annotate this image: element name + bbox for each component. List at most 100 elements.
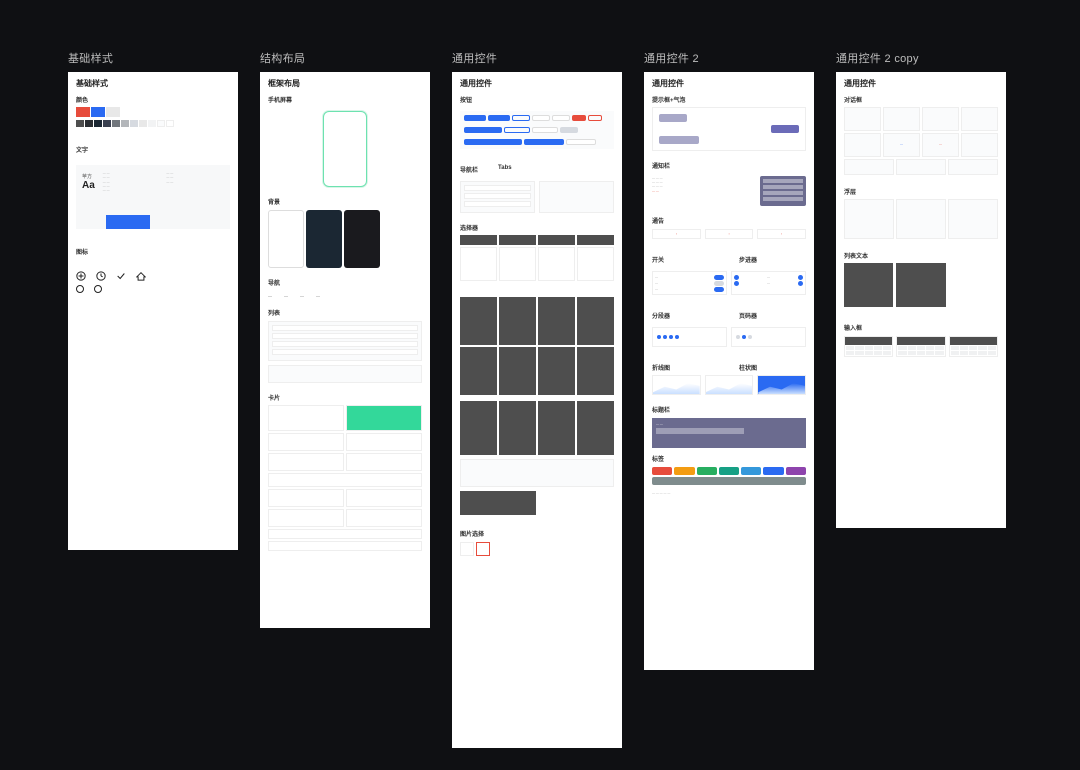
- bg-variant-light[interactable]: [268, 210, 304, 268]
- device-frame[interactable]: [323, 111, 367, 187]
- button-primary-outline[interactable]: [512, 115, 530, 121]
- chip[interactable]: [763, 467, 783, 475]
- nav-item[interactable]: —: [268, 293, 272, 298]
- picker-dark[interactable]: [577, 401, 614, 455]
- bg-variant-navy[interactable]: [306, 210, 342, 268]
- toggle-row[interactable]: —: [655, 286, 724, 292]
- dialog-card[interactable]: [961, 133, 998, 157]
- swatch[interactable]: [121, 120, 129, 127]
- key[interactable]: [898, 351, 906, 355]
- keyboard-panel[interactable]: [844, 336, 893, 357]
- key[interactable]: [917, 346, 925, 350]
- swatch[interactable]: [85, 120, 93, 127]
- key[interactable]: [951, 346, 959, 350]
- swatch[interactable]: [157, 120, 165, 127]
- float-card[interactable]: [896, 199, 946, 239]
- bg-variant-dark[interactable]: [344, 210, 380, 268]
- key[interactable]: [917, 351, 925, 355]
- dialog-card-sm[interactable]: [896, 159, 946, 175]
- key[interactable]: [926, 351, 934, 355]
- dialog-card[interactable]: [844, 107, 881, 131]
- button-danger-outline[interactable]: [588, 115, 602, 121]
- picker-dark[interactable]: [538, 347, 575, 395]
- button-default[interactable]: [566, 139, 596, 145]
- artboard-label[interactable]: 基础样式: [68, 50, 238, 66]
- button-default[interactable]: [532, 115, 550, 121]
- key[interactable]: [846, 346, 854, 350]
- list-item[interactable]: [272, 341, 418, 347]
- key[interactable]: [883, 351, 891, 355]
- card-sample-green[interactable]: [346, 405, 422, 431]
- chip[interactable]: [786, 467, 806, 475]
- artboard-layout[interactable]: 框架布局 手机屏幕 背景 导航 — — — — 列表: [260, 72, 430, 628]
- card-sample[interactable]: [346, 489, 422, 507]
- float-card[interactable]: [948, 199, 998, 239]
- picker-dark[interactable]: [499, 401, 536, 455]
- key[interactable]: [898, 346, 906, 350]
- nav-item[interactable]: —: [300, 293, 304, 298]
- picker-dark[interactable]: [577, 297, 614, 345]
- artboard-components-2[interactable]: 通用控件 提示框+气泡 通知栏 — — — — — — — — — — —: [644, 72, 814, 670]
- key[interactable]: [874, 346, 882, 350]
- key[interactable]: [874, 351, 882, 355]
- keyboard-panel[interactable]: [896, 336, 945, 357]
- dialog-card[interactable]: [883, 107, 920, 131]
- titlebar-input[interactable]: [656, 428, 744, 434]
- picker-dark[interactable]: [538, 401, 575, 455]
- segment-sample[interactable]: [652, 327, 727, 347]
- artboard-label[interactable]: 通用控件 2: [644, 50, 814, 66]
- nav-item[interactable]: [464, 193, 531, 199]
- key[interactable]: [960, 351, 968, 355]
- key[interactable]: [846, 351, 854, 355]
- toggle-on[interactable]: [714, 287, 724, 292]
- swatch[interactable]: [166, 120, 174, 127]
- picker-col[interactable]: [577, 247, 614, 281]
- stepper-row[interactable]: —: [734, 280, 803, 286]
- picker-dark[interactable]: [499, 347, 536, 395]
- picker-dark[interactable]: [577, 347, 614, 395]
- list-item[interactable]: [272, 333, 418, 339]
- picker-dark[interactable]: [460, 347, 497, 395]
- key[interactable]: [969, 351, 977, 355]
- alert-box[interactable]: !: [757, 229, 806, 239]
- nav-item[interactable]: —: [316, 293, 320, 298]
- design-canvas[interactable]: 基础样式 基础样式 颜色: [0, 0, 1080, 770]
- swatch[interactable]: [130, 120, 138, 127]
- dialog-card[interactable]: [844, 133, 881, 157]
- float-card[interactable]: [844, 199, 894, 239]
- swatch[interactable]: [94, 120, 102, 127]
- card-sample[interactable]: [268, 453, 344, 471]
- card-sample[interactable]: [346, 509, 422, 527]
- image-thumb-selected[interactable]: [476, 542, 490, 556]
- button-primary[interactable]: [524, 139, 564, 145]
- dialog-card[interactable]: —: [922, 133, 959, 157]
- button-primary-outline[interactable]: [504, 127, 530, 133]
- chip[interactable]: [697, 467, 717, 475]
- artboard-components[interactable]: 通用控件 按钮: [452, 72, 622, 748]
- artboard-label[interactable]: 通用控件: [452, 50, 622, 66]
- alert-box[interactable]: !: [652, 229, 701, 239]
- alert-box[interactable]: !: [705, 229, 754, 239]
- chip[interactable]: [652, 467, 672, 475]
- card-sample[interactable]: [268, 405, 344, 431]
- notify-panel[interactable]: [760, 176, 806, 206]
- pager-sample[interactable]: [731, 327, 806, 347]
- swatch[interactable]: [76, 120, 84, 127]
- swatch[interactable]: [103, 120, 111, 127]
- key[interactable]: [988, 351, 996, 355]
- listtext-dark[interactable]: [896, 263, 945, 307]
- nav-item[interactable]: —: [284, 293, 288, 298]
- dialog-card-sm[interactable]: [948, 159, 998, 175]
- chip[interactable]: [674, 467, 694, 475]
- button-primary-lg[interactable]: [464, 127, 502, 133]
- dialog-card[interactable]: —: [883, 133, 920, 157]
- list-item[interactable]: [272, 325, 418, 331]
- picker-dark[interactable]: [460, 297, 497, 345]
- key[interactable]: [908, 346, 916, 350]
- card-sample-wide[interactable]: [268, 473, 422, 487]
- key[interactable]: [969, 346, 977, 350]
- toggle-off[interactable]: [714, 281, 724, 286]
- key[interactable]: [855, 346, 863, 350]
- swatch-blue[interactable]: [91, 107, 105, 117]
- swatch-grey[interactable]: [106, 107, 120, 117]
